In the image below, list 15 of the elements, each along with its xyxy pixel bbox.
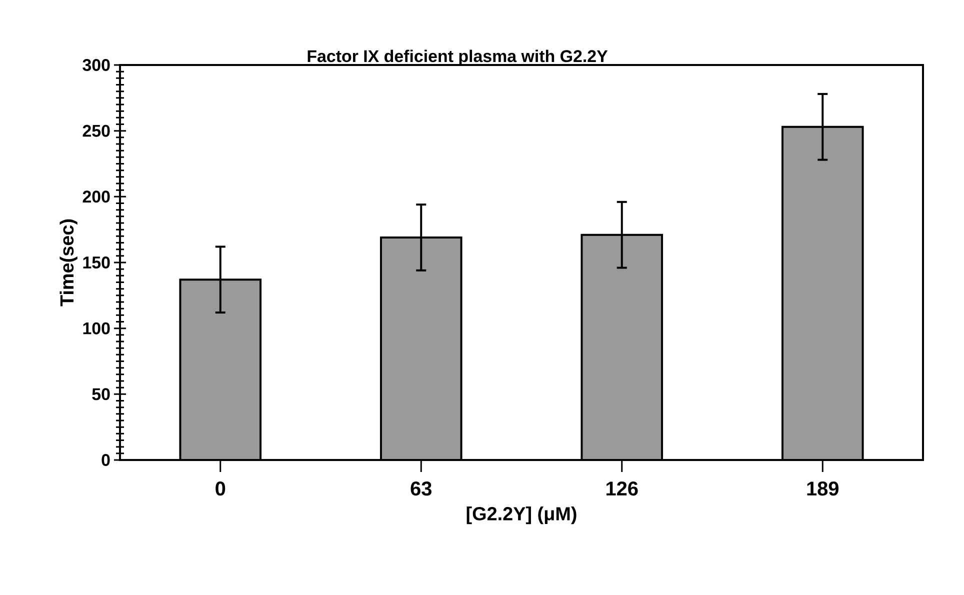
x-tick-label: 189 xyxy=(807,482,839,496)
x-tick-label: 0 xyxy=(216,482,226,496)
x-axis-title: [G2.2Y] (μM) xyxy=(466,506,576,524)
y-axis-title: Time(sec) xyxy=(60,219,78,306)
x-tick-label: 63 xyxy=(410,482,432,496)
chart-title: Factor IX deficient plasma with G2.2Y xyxy=(308,50,608,66)
y-tick-label: 0 xyxy=(102,454,110,466)
y-tick-label: 50 xyxy=(92,388,110,400)
x-tick-label: 126 xyxy=(606,482,638,496)
y-tick-label: 100 xyxy=(83,322,110,334)
y-tick-label: 250 xyxy=(82,124,110,137)
y-tick-label: 300 xyxy=(82,58,110,72)
y-tick-label: 150 xyxy=(83,256,110,268)
bar xyxy=(580,234,664,460)
y-tick-label: 200 xyxy=(82,190,110,203)
